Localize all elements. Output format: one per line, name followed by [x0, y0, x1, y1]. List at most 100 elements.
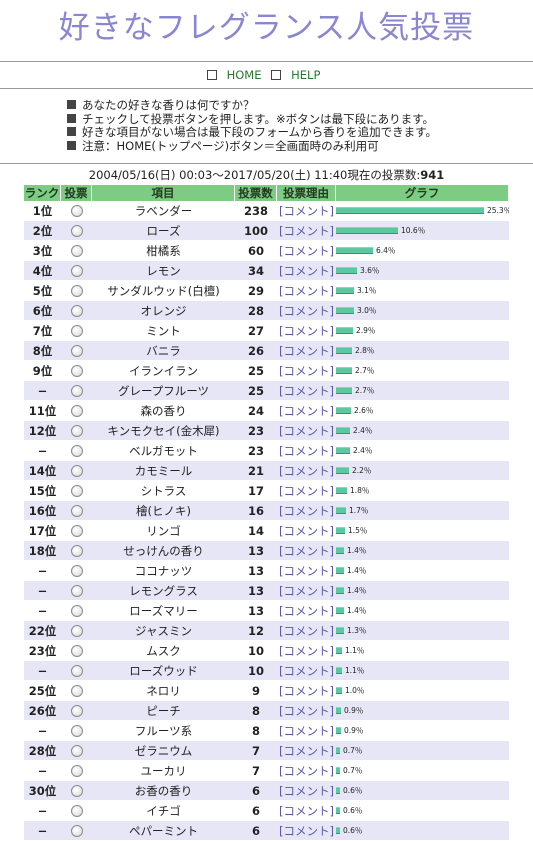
vote-radio[interactable] — [70, 365, 83, 377]
vote-radio[interactable] — [70, 325, 83, 337]
comment-link[interactable]: [コメント] — [277, 441, 336, 461]
percent-label: 1.5％ — [348, 526, 368, 535]
comment-link[interactable]: [コメント] — [277, 741, 336, 761]
vote-radio[interactable] — [70, 385, 83, 397]
vote-radio[interactable] — [70, 205, 83, 217]
comment-link[interactable]: [コメント] — [277, 761, 336, 781]
comment-link[interactable]: [コメント] — [277, 801, 336, 821]
rank-cell: 15位 — [24, 481, 61, 501]
vote-radio[interactable] — [70, 785, 83, 797]
vote-radio[interactable] — [70, 345, 83, 357]
vote-radio[interactable] — [70, 665, 83, 677]
rank-cell: 26位 — [24, 701, 61, 721]
vote-radio[interactable] — [70, 645, 83, 657]
vote-radio[interactable] — [70, 705, 83, 717]
vote-radio[interactable] — [70, 285, 83, 297]
vote-radio[interactable] — [70, 685, 83, 697]
vote-cell — [61, 521, 92, 541]
rank-cell: − — [24, 601, 61, 621]
vote-radio[interactable] — [70, 465, 83, 477]
rank-cell: 3位 — [24, 241, 61, 261]
comment-link[interactable]: [コメント] — [277, 321, 336, 341]
comment-link[interactable]: [コメント] — [277, 361, 336, 381]
vote-radio[interactable] — [70, 305, 83, 317]
comment-link[interactable]: [コメント] — [277, 461, 336, 481]
vote-radio[interactable] — [70, 565, 83, 577]
vote-radio[interactable] — [70, 745, 83, 757]
comment-link[interactable]: [コメント] — [277, 241, 336, 261]
vote-radio[interactable] — [70, 265, 83, 277]
comment-link[interactable]: [コメント] — [277, 381, 336, 401]
comment-link[interactable]: [コメント] — [277, 501, 336, 521]
comment-link[interactable]: [コメント] — [277, 561, 336, 581]
vote-radio[interactable] — [70, 225, 83, 237]
percent-label: 1.8％ — [350, 486, 370, 495]
bar — [336, 347, 352, 354]
vote-radio[interactable] — [70, 425, 83, 437]
comment-link[interactable]: [コメント] — [277, 201, 336, 221]
divider — [0, 61, 533, 62]
table-row: 7位 ミント 27 [コメント] 2.9％ — [24, 321, 509, 341]
comment-link[interactable]: [コメント] — [277, 481, 336, 501]
comment-link[interactable]: [コメント] — [277, 281, 336, 301]
vote-cell — [61, 581, 92, 601]
bar — [336, 687, 342, 694]
comment-link[interactable]: [コメント] — [277, 301, 336, 321]
home-checkbox-icon — [206, 69, 217, 80]
vote-count: 7 — [235, 741, 277, 761]
item-name: グレープフルーツ — [92, 381, 235, 401]
comment-link[interactable]: [コメント] — [277, 341, 336, 361]
comment-link[interactable]: [コメント] — [277, 821, 336, 841]
comment-link[interactable]: [コメント] — [277, 581, 336, 601]
divider — [0, 163, 533, 164]
bar — [336, 707, 341, 714]
vote-radio[interactable] — [70, 585, 83, 597]
comment-link[interactable]: [コメント] — [277, 661, 336, 681]
percent-label: 0.7％ — [343, 746, 363, 755]
comment-link[interactable]: [コメント] — [277, 701, 336, 721]
vote-radio[interactable] — [70, 805, 83, 817]
vote-count: 24 — [235, 401, 277, 421]
comment-link[interactable]: [コメント] — [277, 261, 336, 281]
comment-link[interactable]: [コメント] — [277, 621, 336, 641]
home-link[interactable]: HOME — [226, 68, 262, 82]
comment-link[interactable]: [コメント] — [277, 601, 336, 621]
help-link[interactable]: HELP — [291, 68, 321, 82]
comment-link[interactable]: [コメント] — [277, 541, 336, 561]
vote-count: 8 — [235, 701, 277, 721]
vote-radio[interactable] — [70, 245, 83, 257]
comment-link[interactable]: [コメント] — [277, 681, 336, 701]
vote-radio[interactable] — [70, 545, 83, 557]
item-name: キンモクセイ(金木犀) — [92, 421, 235, 441]
comment-link[interactable]: [コメント] — [277, 781, 336, 801]
vote-count: 28 — [235, 301, 277, 321]
item-name: ペパーミント — [92, 821, 235, 841]
vote-radio[interactable] — [70, 525, 83, 537]
period-text: 2004/05/16(日) 00:03〜2017/05/20(土) 11:40現… — [88, 168, 421, 182]
comment-link[interactable]: [コメント] — [277, 221, 336, 241]
vote-radio[interactable] — [70, 505, 83, 517]
bar — [336, 547, 344, 554]
comment-link[interactable]: [コメント] — [277, 721, 336, 741]
vote-radio[interactable] — [70, 825, 83, 837]
vote-radio[interactable] — [70, 445, 83, 457]
vote-radio[interactable] — [70, 725, 83, 737]
comment-link[interactable]: [コメント] — [277, 401, 336, 421]
vote-radio[interactable] — [70, 485, 83, 497]
graph-cell: 2.7％ — [336, 381, 509, 401]
table-row: 4位 レモン 34 [コメント] 3.6％ — [24, 261, 509, 281]
bar — [336, 307, 354, 314]
comment-link[interactable]: [コメント] — [277, 521, 336, 541]
instruction-line: 好きな項目がない場合は最下段のフォームから香りを追加できます。 — [67, 125, 437, 140]
total-votes: 941 — [420, 168, 445, 182]
vote-radio[interactable] — [70, 405, 83, 417]
bar — [336, 267, 357, 274]
item-name: 森の香り — [92, 401, 235, 421]
vote-radio[interactable] — [70, 605, 83, 617]
vote-radio[interactable] — [70, 765, 83, 777]
comment-link[interactable]: [コメント] — [277, 421, 336, 441]
vote-radio[interactable] — [70, 625, 83, 637]
graph-cell: 0.9％ — [336, 701, 509, 721]
header-vote: 投票 — [61, 185, 92, 201]
comment-link[interactable]: [コメント] — [277, 641, 336, 661]
